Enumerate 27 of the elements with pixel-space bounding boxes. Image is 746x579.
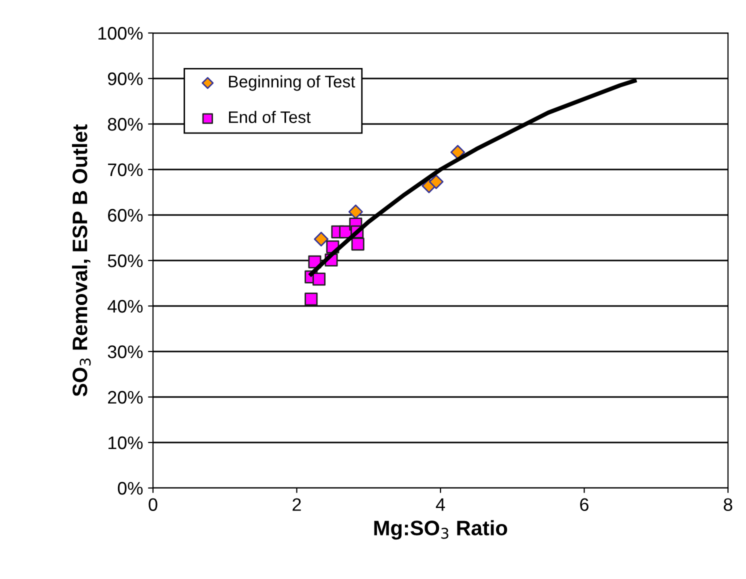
point xyxy=(314,232,328,246)
point xyxy=(304,292,318,306)
y-tick-label: 10% xyxy=(108,436,143,450)
x-tick-label: 6 xyxy=(580,498,588,511)
y-tick-label: 90% xyxy=(108,72,143,86)
x-tick-label: 2 xyxy=(292,498,301,511)
point xyxy=(428,174,444,190)
y-axis-title: SO$_{3}$ Removal, ESP B Outlet xyxy=(72,124,91,396)
point xyxy=(351,238,364,251)
y-tick-label: 70% xyxy=(108,163,143,176)
y-tick-label: 80% xyxy=(108,118,143,131)
y-tick-label: 0% xyxy=(118,482,143,495)
y-tick-label: 50% xyxy=(108,254,143,268)
point xyxy=(450,144,466,160)
x-tick-label: 8 xyxy=(724,498,732,511)
legend-label: Beginning of Test xyxy=(229,75,356,91)
y-tick-label: 30% xyxy=(108,345,143,358)
point xyxy=(312,272,326,286)
y-tick-label: 60% xyxy=(108,208,143,222)
x-axis-title: Mg:SO$_{3}$ Ratio xyxy=(374,520,508,540)
x-tick-label: 4 xyxy=(436,498,445,511)
y-tick-label: 40% xyxy=(108,300,143,313)
x-tick-label: 0 xyxy=(148,498,158,511)
y-tick-label: 20% xyxy=(108,390,143,404)
legend-label: End of Test xyxy=(229,110,311,124)
y-tick-label: 100% xyxy=(98,26,143,40)
point xyxy=(348,204,363,220)
